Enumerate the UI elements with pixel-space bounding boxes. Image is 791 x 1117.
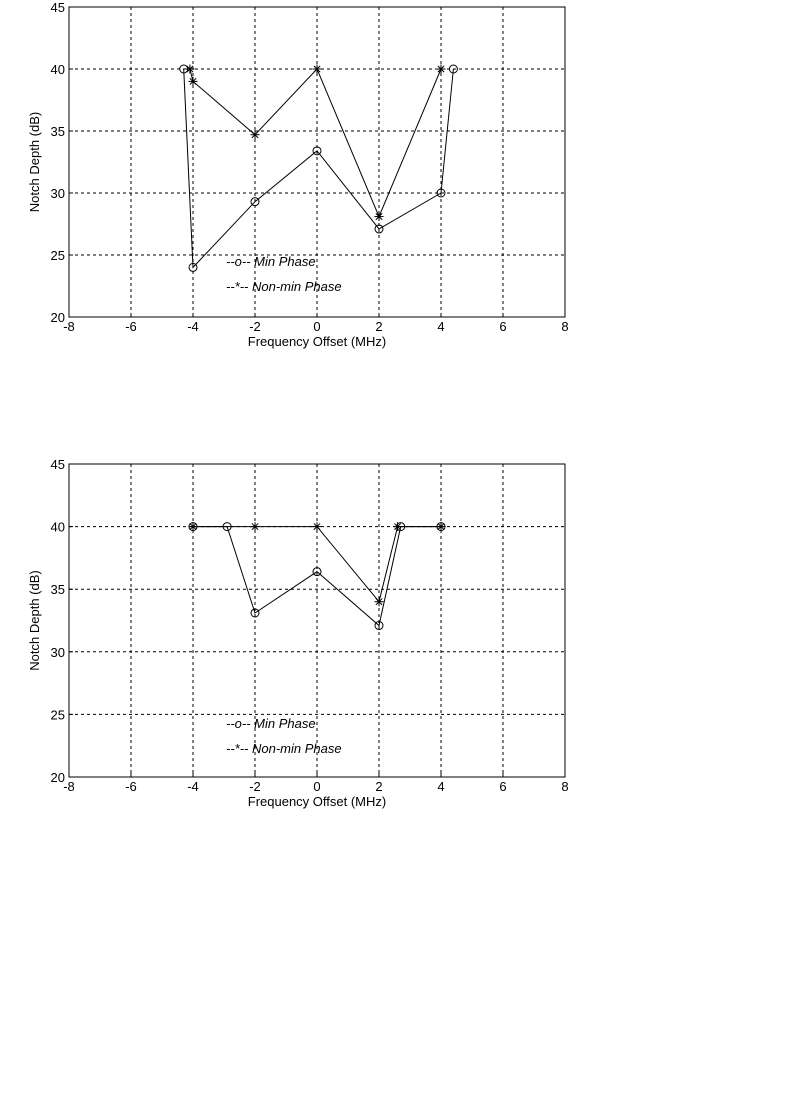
y-axis-title: Notch Depth (dB) <box>27 112 42 212</box>
data-point-star <box>250 130 260 140</box>
series-line <box>193 526 441 603</box>
x-tick-label: 2 <box>375 319 382 334</box>
data-point-circle <box>448 64 458 74</box>
data-point-circle <box>312 146 322 156</box>
data-point-circle <box>312 567 322 577</box>
data-point-star <box>188 522 198 532</box>
legend-entry-min-phase: --o-- Min Phase <box>226 716 316 731</box>
y-tick-label: 25 <box>51 248 65 263</box>
legend-entry-non-min-phase: --*-- Non-min Phase <box>226 279 342 294</box>
x-axis-title: Frequency Offset (MHz) <box>248 334 386 349</box>
data-point-circle <box>374 224 384 234</box>
x-tick-label: 0 <box>313 319 320 334</box>
y-tick-label: 30 <box>51 186 65 201</box>
grid <box>69 464 565 777</box>
data-point-star <box>374 597 384 607</box>
x-tick-label: -8 <box>63 779 75 794</box>
y-tick-label: 25 <box>51 707 65 722</box>
star-stroke <box>251 523 259 531</box>
data-point-star <box>312 522 322 532</box>
y-tick-label: 40 <box>51 520 65 535</box>
star-stroke <box>394 523 402 531</box>
grid <box>69 7 565 317</box>
data-point-star <box>393 522 403 532</box>
x-tick-label: 4 <box>437 319 444 334</box>
x-tick-label: 8 <box>561 779 568 794</box>
plot-frame <box>68 6 566 318</box>
data-point-star <box>436 522 446 532</box>
chart-1: -8 -6 -4 -2 0 2 4 6 8 20 25 30 35 40 45 Frequency Offse… <box>27 0 569 349</box>
series-line <box>183 68 454 269</box>
data-point-star <box>374 212 384 222</box>
x-tick-label: -2 <box>249 779 261 794</box>
star-stroke <box>189 523 197 531</box>
data-point-star <box>312 64 322 74</box>
legend: --o-- Min Phase --*-- Non-min Phase <box>226 716 342 756</box>
series-line <box>189 68 442 218</box>
star-stroke <box>375 598 383 606</box>
star-stroke <box>375 213 383 221</box>
y-tick-label: 30 <box>51 645 65 660</box>
star-stroke <box>186 65 194 73</box>
data-point-star <box>188 76 198 86</box>
data-point-circle <box>436 188 446 198</box>
legend: --o-- Min Phase --*-- Non-min Phase <box>226 254 342 294</box>
x-tick-label: -2 <box>249 319 261 334</box>
x-tick-label: -8 <box>63 319 75 334</box>
star-stroke <box>189 77 197 85</box>
x-tick-label: 6 <box>499 319 506 334</box>
y-tick-label: 45 <box>51 457 65 472</box>
star-stroke <box>313 523 321 531</box>
x-tick-label: 6 <box>499 779 506 794</box>
x-tick-label: -4 <box>187 779 199 794</box>
x-tick-label: 4 <box>437 779 444 794</box>
x-tick-label: -6 <box>125 319 137 334</box>
star-stroke <box>437 65 445 73</box>
y-tick-label: 45 <box>51 0 65 15</box>
series-non-min-phase <box>185 64 446 222</box>
star-stroke <box>437 523 445 531</box>
x-tick-label: 0 <box>313 779 320 794</box>
x-tick-label: 2 <box>375 779 382 794</box>
y-tick-label: 40 <box>51 62 65 77</box>
series-non-min-phase <box>188 522 446 607</box>
y-tick-label: 20 <box>51 770 65 785</box>
star-stroke <box>251 131 259 139</box>
legend-entry-min-phase: --o-- Min Phase <box>226 254 316 269</box>
data-point-star <box>436 64 446 74</box>
series-min-phase <box>179 64 458 272</box>
y-tick-label: 35 <box>51 582 65 597</box>
data-point-circle <box>250 197 260 207</box>
data-point-star <box>185 64 195 74</box>
y-tick-label: 20 <box>51 310 65 325</box>
x-tick-label: 8 <box>561 319 568 334</box>
data-point-circle <box>188 262 198 272</box>
data-point-circle <box>374 621 384 631</box>
data-point-star <box>250 522 260 532</box>
star-stroke <box>313 65 321 73</box>
x-axis-title: Frequency Offset (MHz) <box>248 794 386 809</box>
legend-entry-non-min-phase: --*-- Non-min Phase <box>226 741 342 756</box>
data-point-circle <box>250 608 260 618</box>
y-tick-label: 35 <box>51 124 65 139</box>
chart-2: -8 -6 -4 -2 0 2 4 6 8 20 25 30 35 40 45 Frequency Offse… <box>27 457 569 809</box>
y-axis-title: Notch Depth (dB) <box>27 570 42 670</box>
x-tick-label: -6 <box>125 779 137 794</box>
x-tick-label: -4 <box>187 319 199 334</box>
